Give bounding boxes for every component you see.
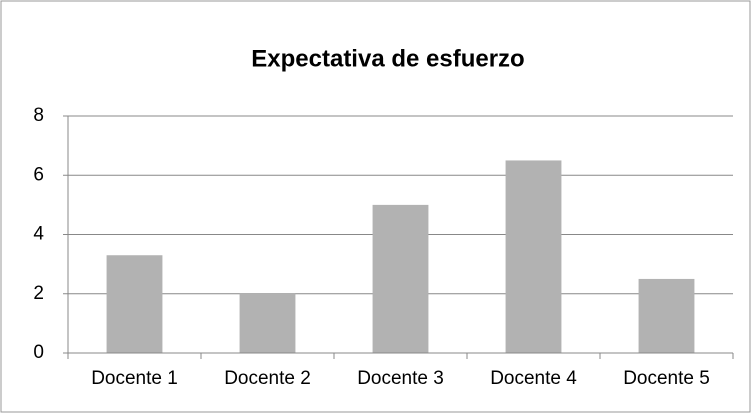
y-tick-label: 4 xyxy=(33,224,44,245)
y-tick-label: 8 xyxy=(33,105,44,126)
x-tick-label: Docente 5 xyxy=(623,368,710,389)
x-tick-label: Docente 4 xyxy=(490,368,577,389)
bar xyxy=(106,255,163,353)
y-tick-label: 2 xyxy=(33,283,44,304)
y-tick-label: 6 xyxy=(33,164,44,185)
x-tick-label: Docente 2 xyxy=(224,368,311,389)
y-tick-label: 0 xyxy=(33,342,44,363)
chart-title: Expectativa de esfuerzo xyxy=(251,45,524,72)
bar xyxy=(505,160,562,353)
x-tick-label: Docente 3 xyxy=(357,368,444,389)
bar xyxy=(638,278,695,353)
x-tick-label: Docente 1 xyxy=(91,368,178,389)
bar xyxy=(239,293,296,353)
bar xyxy=(372,204,429,353)
